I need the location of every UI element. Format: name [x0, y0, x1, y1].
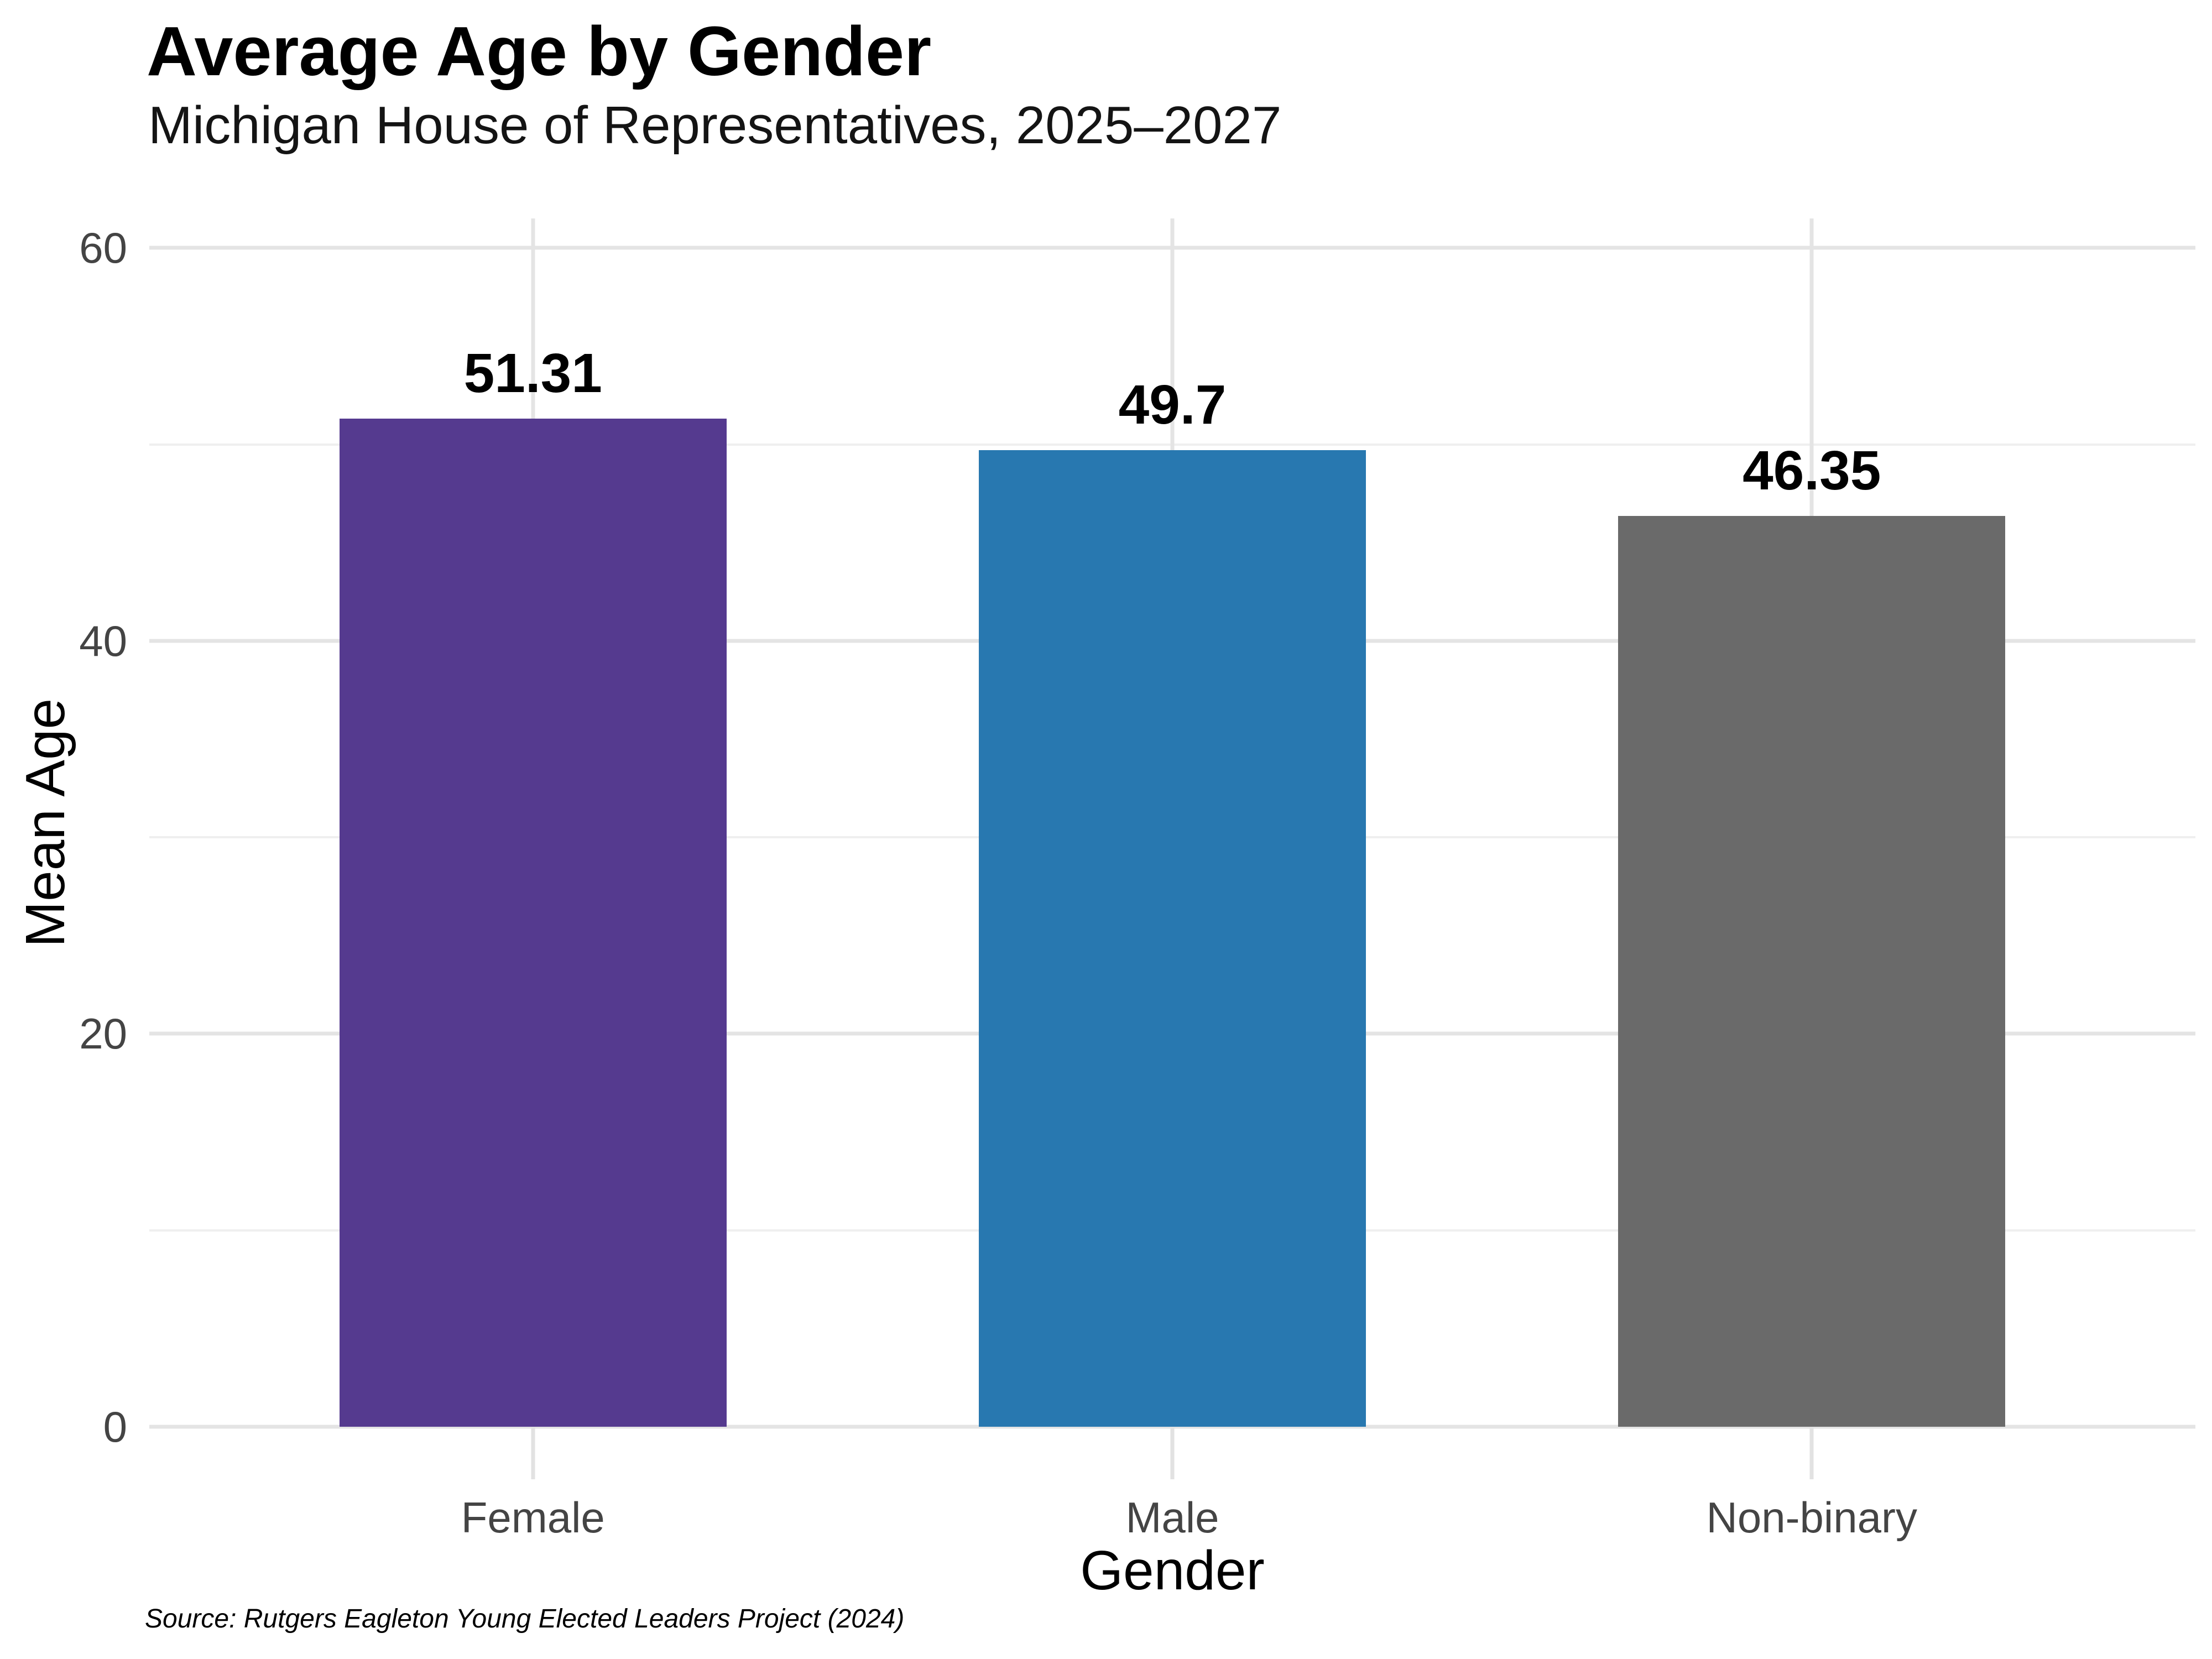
chart-subtitle: Michigan House of Representatives, 2025–…: [148, 96, 1282, 155]
y-tick-label-20: 20: [79, 1009, 127, 1058]
x-tick-mark-non-binary: [1809, 1427, 1814, 1479]
x-axis-title: Gender: [1080, 1540, 1265, 1601]
x-tick-label-non-binary: Non-binary: [1706, 1493, 1918, 1542]
y-axis-title: Mean Age: [14, 698, 76, 948]
y-tick-label-40: 40: [79, 616, 127, 665]
y-tick-label-0: 0: [103, 1402, 127, 1451]
x-tick-mark-female: [531, 1427, 535, 1479]
bar-value-label-non-binary: 46.35: [1743, 440, 1881, 502]
plot-panel: 51.31 49.7 46.35: [149, 218, 2195, 1429]
x-tick-mark-male: [1170, 1427, 1175, 1479]
x-tick-label-female: Female: [461, 1493, 605, 1542]
chart-title: Average Age by Gender: [147, 12, 932, 90]
source-caption: Source: Rutgers Eagleton Young Elected L…: [145, 1604, 905, 1634]
bar-value-label-female: 51.31: [463, 342, 602, 405]
x-tick-label-male: Male: [1125, 1493, 1219, 1542]
bar-male: [979, 450, 1366, 1427]
y-tick-label-60: 60: [79, 223, 127, 273]
bar-female: [339, 419, 727, 1427]
bar-value-label-male: 49.7: [1118, 374, 1227, 436]
bar-non-binary: [1618, 516, 2006, 1427]
